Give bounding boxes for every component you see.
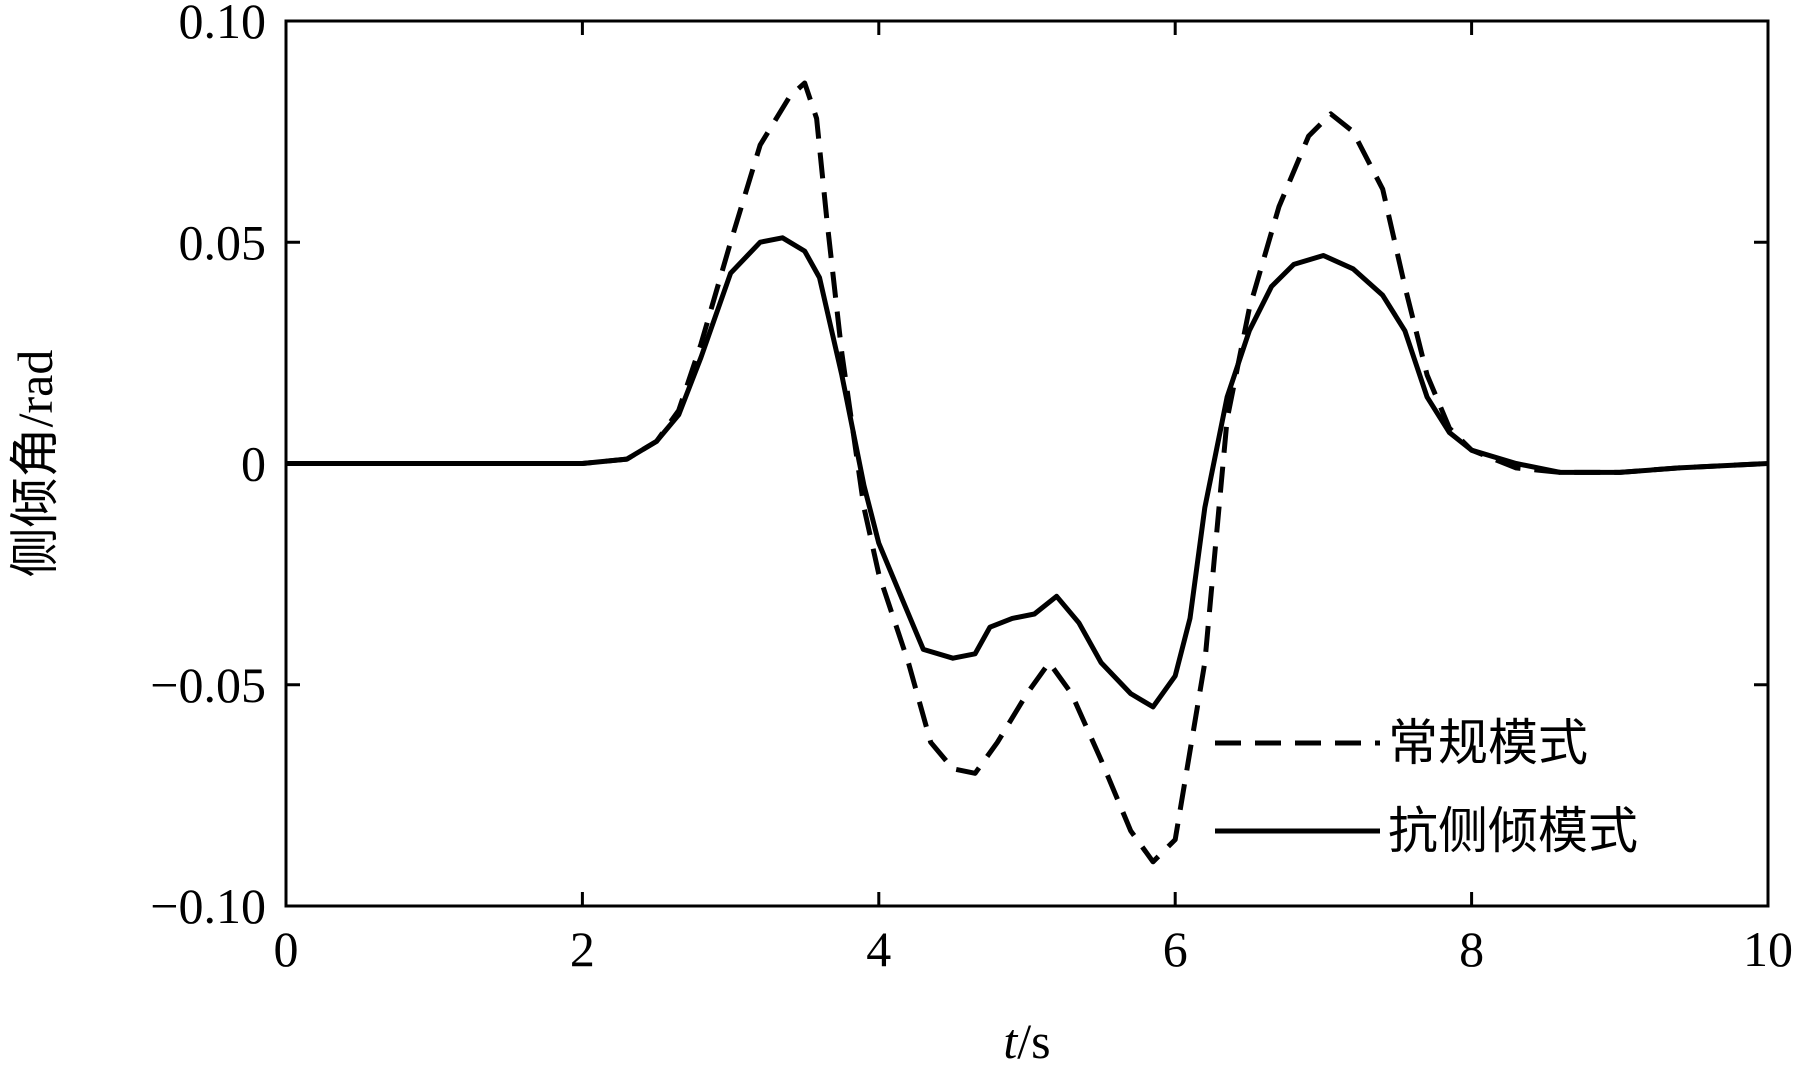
x-tick-label: 2 — [570, 921, 595, 977]
legend-label-1: 常规模式 — [1388, 715, 1588, 771]
tick-layer: 0 2 4 6 8 10 0.10 0.05 0 −0.05 −0.10 — [150, 0, 1793, 977]
x-tick-label: 4 — [866, 921, 891, 977]
x-tick-label: 8 — [1459, 921, 1484, 977]
plot-layer — [286, 80, 1768, 865]
y-tick-label: 0.05 — [179, 214, 267, 270]
x-axis-label-unit: /s — [1017, 1013, 1050, 1069]
x-tick-label: 10 — [1743, 921, 1793, 977]
x-axis-label-italic: t — [1003, 1013, 1018, 1069]
x-tick-label: 6 — [1163, 921, 1188, 977]
y-axis-label: 侧倾角/rad — [7, 350, 63, 578]
x-axis-label: t/s — [1003, 1013, 1050, 1069]
legend-label-2: 抗侧倾模式 — [1388, 803, 1638, 859]
y-tick-label: −0.10 — [150, 878, 266, 934]
y-tick-label: 0 — [241, 436, 266, 492]
x-tick-label: 0 — [274, 921, 299, 977]
series-line-1 — [286, 80, 1768, 865]
y-tick-label: −0.05 — [150, 657, 266, 713]
y-tick-label: 0.10 — [179, 0, 267, 49]
series-line-2 — [286, 235, 1768, 710]
